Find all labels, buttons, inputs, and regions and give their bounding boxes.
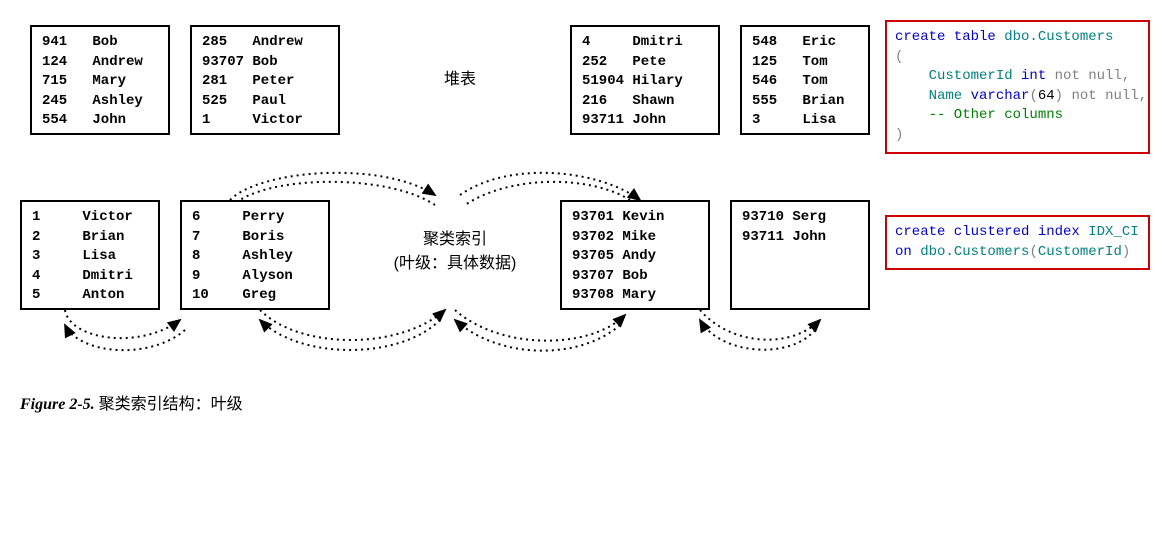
figure-caption: Figure 2-5. 聚类索引结构：叶级	[20, 390, 243, 414]
arrow-4	[260, 310, 445, 340]
arrow-10	[700, 310, 820, 340]
clustered-box-3: 93710 Serg 93711 John	[730, 200, 870, 310]
heap-box-1: 285 Andrew 93707 Bob 281 Peter 525 Paul …	[190, 25, 340, 135]
heap-box-0: 941 Bob 124 Andrew 715 Mary 245 Ashley 5…	[30, 25, 170, 135]
arrow-1	[65, 325, 185, 350]
arrow-9	[455, 320, 620, 351]
arrow-5	[260, 320, 440, 350]
clustered-label: 聚类索引 (叶级：具体数据)	[370, 225, 540, 273]
figure-text: 聚类索引结构：叶级	[95, 396, 243, 413]
heap-box-2: 4 Dmitri 252 Pete 51904 Hilary 216 Shawn…	[570, 25, 720, 135]
clustered-label-line2: (叶级：具体数据)	[370, 249, 540, 273]
sql-create-index: create clustered index IDX_CI on dbo.Cus…	[885, 215, 1150, 270]
clustered-box-1: 6 Perry 7 Boris 8 Ashley 9 Alyson 10 Gre…	[180, 200, 330, 310]
diagram-root: 941 Bob 124 Andrew 715 Mary 245 Ashley 5…	[0, 0, 1166, 536]
heap-label: 堆表	[420, 65, 500, 89]
arrow-2	[230, 173, 435, 200]
clustered-box-0: 1 Victor 2 Brian 3 Lisa 4 Dmitri 5 Anton	[20, 200, 160, 310]
arrow-11	[700, 320, 815, 350]
heap-box-3: 548 Eric 125 Tom 546 Tom 555 Brian 3 Lis…	[740, 25, 870, 135]
sql-create-table: create table dbo.Customers ( CustomerId …	[885, 20, 1150, 154]
arrow-6	[460, 173, 640, 200]
clustered-box-2: 93701 Kevin 93702 Mike 93705 Andy 93707 …	[560, 200, 710, 310]
arrow-8	[455, 310, 625, 341]
arrow-0	[65, 310, 180, 338]
figure-number: Figure 2-5.	[20, 396, 95, 413]
clustered-label-line1: 聚类索引	[370, 225, 540, 249]
